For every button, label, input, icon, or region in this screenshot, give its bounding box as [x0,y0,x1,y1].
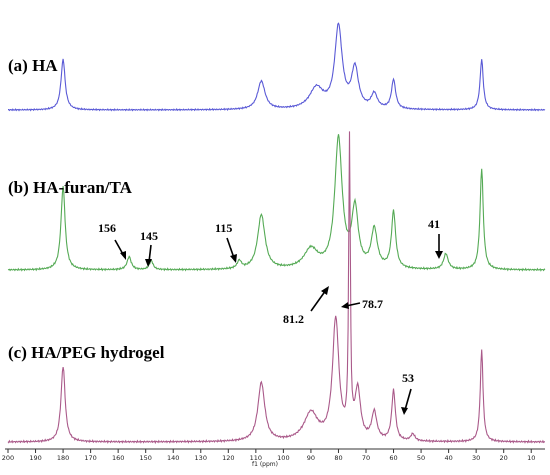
x-tick-label: 160 [112,454,124,462]
x-tick-label: 50 [417,454,425,462]
x-axis-label: f1 (ppm) [252,461,278,468]
x-tick-label: 30 [472,454,480,462]
spectrum-line-ha-furan-ta [7,134,546,272]
arrowhead-53 [401,407,408,415]
spectrum-line-ha [8,22,546,112]
peak-label-115: 115 [215,221,232,235]
series-label-ha: (a) HA [8,56,58,75]
x-tick-label: 120 [222,454,234,462]
x-tick-label: 90 [307,454,315,462]
x-tick-label: 200 [2,454,14,462]
arrowhead-41 [435,251,443,259]
x-tick-label: 70 [362,454,370,462]
x-tick-label: 40 [444,454,452,462]
peak-annotations: 156 145 115 41 81.2 78.7 53 [98,217,443,415]
x-tick-label: 170 [84,454,96,462]
peak-label-41: 41 [428,217,440,231]
x-tick-label: 180 [57,454,69,462]
x-tick-label: 100 [277,454,289,462]
spectrum-line-ha-peg-hydrogel [7,131,545,445]
x-tick-label: 140 [167,454,179,462]
peak-label-145: 145 [140,229,158,243]
arrowhead-78-7 [341,302,349,309]
x-tick-label: 60 [389,454,397,462]
arrowhead-156 [120,251,126,260]
arrowhead-81-2 [321,286,329,295]
x-axis: 200 190 180 170 160 150 140 130 120 110 100 90 80 70 6… [2,448,545,468]
arrow-53 [404,388,412,411]
arrowhead-115 [230,254,237,263]
spectrum-traces [7,22,546,445]
arrow-115 [226,237,235,259]
x-tick-label: 190 [29,454,41,462]
peak-label-81-2: 81.2 [283,312,304,326]
series-label-ha-furan-ta: (b) HA-furan/TA [8,178,133,197]
arrowhead-145 [145,259,152,267]
x-tick-label: 150 [139,454,151,462]
x-tick-label: 130 [195,454,207,462]
peak-label-78-7: 78.7 [362,297,383,311]
peak-label-53: 53 [402,371,414,385]
x-tick-label: 80 [334,454,342,462]
x-tick-label: 110 [250,454,262,462]
series-label-ha-peg-hydrogel: (c) HA/PEG hydrogel [8,343,165,362]
peak-label-156: 156 [98,221,116,235]
x-tick-label: 10 [527,454,535,462]
arrow-81-2 [310,289,327,312]
x-tick-label: 20 [500,454,508,462]
